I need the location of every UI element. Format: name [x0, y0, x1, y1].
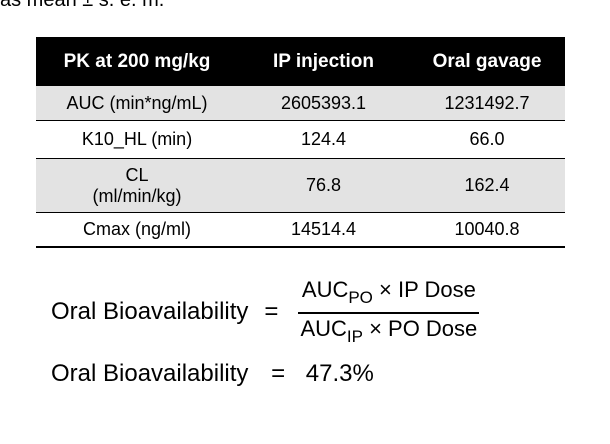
denominator-auc: AUC — [300, 316, 347, 341]
denominator-subscript: IP — [346, 327, 363, 346]
denominator-rest: × PO Dose — [362, 316, 478, 341]
bioavailability-formula: Oral Bioavailability = AUCPO × IP Dose A… — [51, 277, 480, 347]
formula-denominator: AUCIP × PO Dose — [298, 314, 479, 347]
ip-value: 14514.4 — [238, 212, 409, 248]
result-lhs: Oral Bioavailability — [51, 360, 249, 387]
numerator-subscript: PO — [348, 288, 373, 307]
numerator-auc: AUC — [301, 277, 349, 302]
caption-text: as mean ± s. e. m. — [0, 0, 165, 11]
formula-equals: = — [264, 298, 279, 325]
row-label: K10_HL (min) — [36, 120, 238, 159]
row-label-line1: CL — [125, 164, 149, 185]
header-pk: PK at 200 mg/kg — [36, 37, 238, 86]
row-label: Cmax (ng/ml) — [36, 212, 238, 248]
ip-value: 124.4 — [238, 120, 409, 159]
table-row: AUC (min*ng/mL) 2605393.1 1231492.7 — [36, 86, 565, 121]
row-label: AUC (min*ng/mL) — [36, 86, 238, 121]
table-row: CL (ml/min/kg) 76.8 162.4 — [36, 158, 565, 213]
table-row: Cmax (ng/ml) 14514.4 10040.8 — [36, 212, 565, 248]
oral-value: 162.4 — [409, 158, 565, 213]
oral-value: 1231492.7 — [409, 86, 565, 121]
table-row: K10_HL (min) 124.4 66.0 — [36, 120, 565, 159]
numerator-rest: × IP Dose — [372, 277, 476, 302]
row-label-line2: (ml/min/kg) — [92, 185, 182, 206]
formula-fraction: AUCPO × IP Dose AUCIP × PO Dose — [298, 277, 480, 347]
pk-table: PK at 200 mg/kg IP injection Oral gavage… — [36, 37, 565, 248]
formula-lhs: Oral Bioavailability — [51, 298, 249, 325]
row-label: CL (ml/min/kg) — [36, 158, 238, 213]
oral-value: 66.0 — [409, 120, 565, 159]
ip-value: 76.8 — [238, 158, 409, 213]
result-equals: = — [271, 360, 286, 387]
fraction-bar — [298, 312, 480, 314]
bioavailability-result: Oral Bioavailability = 47.3% — [51, 360, 374, 388]
formula-numerator: AUCPO × IP Dose — [300, 277, 478, 312]
header-oral-gavage: Oral gavage — [409, 37, 565, 86]
header-ip-injection: IP injection — [238, 37, 409, 86]
table-header-row: PK at 200 mg/kg IP injection Oral gavage — [36, 37, 565, 86]
result-value: 47.3% — [305, 360, 374, 387]
ip-value: 2605393.1 — [238, 86, 409, 121]
oral-value: 10040.8 — [409, 212, 565, 248]
